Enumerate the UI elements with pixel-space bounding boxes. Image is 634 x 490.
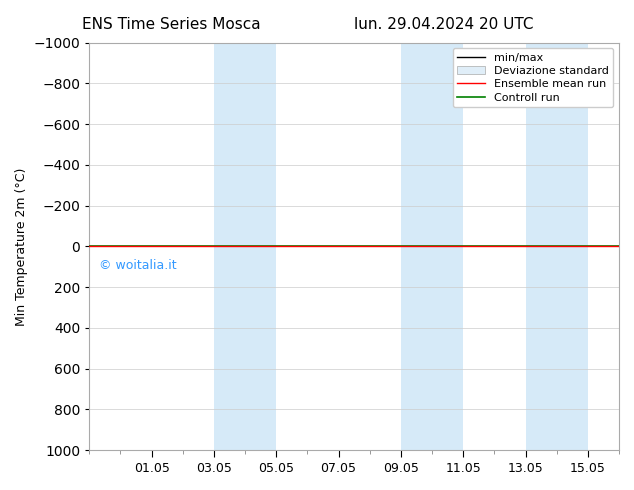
Bar <box>401 43 463 450</box>
Bar <box>214 43 276 450</box>
Text: lun. 29.04.2024 20 UTC: lun. 29.04.2024 20 UTC <box>354 17 534 32</box>
Text: ENS Time Series Mosca: ENS Time Series Mosca <box>82 17 261 32</box>
Legend: min/max, Deviazione standard, Ensemble mean run, Controll run: min/max, Deviazione standard, Ensemble m… <box>453 48 614 107</box>
Bar <box>526 43 588 450</box>
Y-axis label: Min Temperature 2m (°C): Min Temperature 2m (°C) <box>15 167 28 325</box>
Text: © woitalia.it: © woitalia.it <box>99 259 176 271</box>
